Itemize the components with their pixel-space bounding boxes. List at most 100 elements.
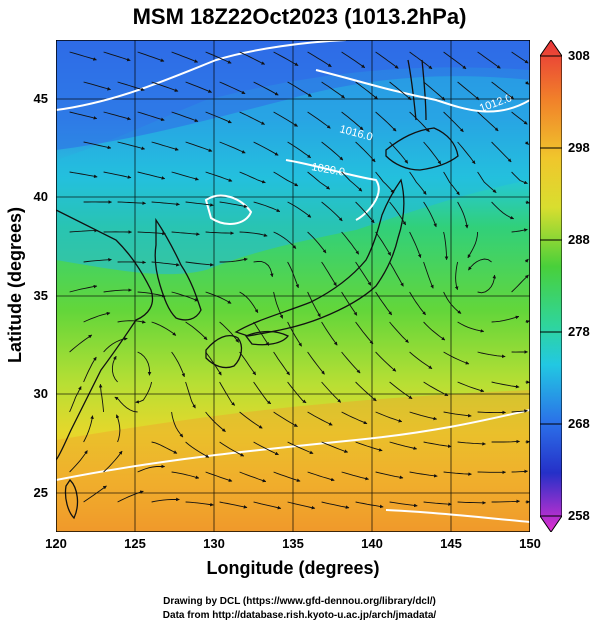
streamline xyxy=(69,450,88,473)
streamline xyxy=(273,231,297,249)
streamline xyxy=(389,441,418,450)
x-tick-145: 145 xyxy=(440,536,462,551)
streamline xyxy=(443,171,460,196)
streamline xyxy=(389,261,404,287)
streamline xyxy=(341,411,368,425)
streamline xyxy=(69,111,98,120)
streamline xyxy=(219,501,248,509)
china-coast xyxy=(55,209,154,461)
streamline xyxy=(239,111,265,125)
streamline xyxy=(205,471,233,482)
streamline xyxy=(239,171,266,184)
isobar-southeast xyxy=(385,509,531,523)
streamline xyxy=(341,231,360,255)
streamline xyxy=(491,315,520,323)
streamline xyxy=(151,261,180,267)
streamline xyxy=(103,171,132,179)
streamline xyxy=(525,80,530,85)
colorbar-tick-308: 308 xyxy=(568,48,590,63)
streamline xyxy=(83,415,94,443)
streamline xyxy=(321,141,344,161)
streamline xyxy=(491,381,520,389)
y-tick-45: 45 xyxy=(33,91,48,106)
streamline xyxy=(115,414,121,443)
streamline xyxy=(443,291,462,314)
streamline xyxy=(253,441,279,456)
streamline xyxy=(151,497,180,503)
streamline xyxy=(321,261,337,287)
streamline xyxy=(103,450,123,473)
streamline xyxy=(491,81,515,100)
streamline xyxy=(83,485,107,503)
streamline xyxy=(103,111,131,121)
colorbar-tick-268: 268 xyxy=(568,416,590,431)
streamline xyxy=(171,291,199,302)
streamline xyxy=(103,337,128,353)
streamline xyxy=(253,141,279,156)
colorbar-ticks xyxy=(540,55,562,517)
y-axis-label: Latitude (degrees) xyxy=(5,206,25,364)
streamline xyxy=(491,499,520,504)
streamline xyxy=(307,171,330,190)
streamline xyxy=(457,441,486,446)
streamline xyxy=(239,51,266,65)
hokkaido-coast xyxy=(385,127,459,171)
streamline xyxy=(307,291,321,318)
streamline xyxy=(409,171,427,195)
streamline xyxy=(511,51,529,64)
streamline xyxy=(457,141,476,165)
streamline xyxy=(409,351,433,370)
colorbar-tick-278: 278 xyxy=(568,324,590,339)
streamline xyxy=(273,411,298,427)
y-tick-25: 25 xyxy=(33,485,48,500)
streamline xyxy=(409,231,422,259)
streamline xyxy=(355,321,374,345)
streamline xyxy=(321,201,343,222)
streamline xyxy=(321,441,349,453)
streamline xyxy=(83,311,111,323)
y-tick-35: 35 xyxy=(33,288,48,303)
streamline xyxy=(355,201,375,224)
isobar-north xyxy=(55,39,347,111)
streamline xyxy=(409,51,433,70)
streamline xyxy=(443,411,472,418)
streamline xyxy=(219,81,246,95)
streamline xyxy=(171,411,184,438)
streamline xyxy=(511,111,528,125)
streamline xyxy=(511,171,528,185)
map-title: MSM 18Z22Oct2023 (1013.2hPa) xyxy=(132,4,467,29)
streamline xyxy=(69,386,82,413)
isobar-1016 xyxy=(285,159,380,221)
streamline xyxy=(253,321,270,346)
streamline xyxy=(253,501,282,510)
streamline xyxy=(375,171,395,194)
streamline xyxy=(423,201,437,228)
streamline xyxy=(151,321,177,336)
streamline xyxy=(185,201,214,207)
streamline xyxy=(287,381,307,404)
streamline xyxy=(205,51,232,64)
streamline xyxy=(137,464,166,473)
credit-data: Data from http://database.rish.kyoto-u.a… xyxy=(162,610,437,621)
korea-coast xyxy=(154,217,202,321)
colorbar-tick-288: 288 xyxy=(568,232,590,247)
streamline xyxy=(287,141,311,159)
streamline xyxy=(253,201,281,213)
streamline xyxy=(307,351,325,375)
streamline xyxy=(69,284,98,293)
streamline xyxy=(423,81,446,101)
streamline xyxy=(273,471,301,482)
streamline xyxy=(375,291,393,316)
streamline xyxy=(117,141,146,150)
streamline xyxy=(467,231,479,259)
honshu-coast xyxy=(234,178,405,337)
streamline xyxy=(137,111,165,122)
streamline xyxy=(239,351,257,376)
streamline xyxy=(409,291,426,316)
streamline xyxy=(103,51,131,62)
streamline xyxy=(273,291,284,319)
streamline xyxy=(477,274,497,294)
streamline xyxy=(239,471,267,483)
streamline xyxy=(423,441,452,448)
streamline xyxy=(135,381,153,404)
